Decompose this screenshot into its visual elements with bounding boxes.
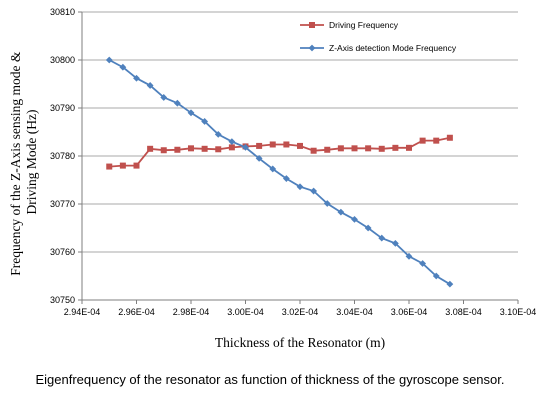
data-point (405, 252, 413, 260)
data-point (160, 147, 167, 154)
y-tick-label: 30750 (50, 295, 75, 305)
data-point (297, 142, 303, 149)
data-point (146, 82, 154, 89)
data-point (215, 146, 222, 153)
x-tick-label: 3.10E-04 (500, 307, 537, 317)
legend-item: Z-Axis detection Mode Frequency (300, 43, 457, 53)
data-point (173, 99, 181, 107)
legend-label: Z-Axis detection Mode Frequency (329, 43, 457, 53)
x-tick-label: 2.94E-04 (64, 307, 101, 317)
data-point (378, 145, 385, 152)
series-line (109, 136, 451, 168)
x-tick-label: 2.98E-04 (173, 307, 210, 317)
data-point (133, 74, 140, 82)
y-tick-label: 30770 (50, 199, 75, 209)
x-tick-label: 2.96E-04 (118, 307, 155, 317)
data-point (283, 141, 290, 148)
data-point (269, 141, 276, 148)
data-point (269, 165, 277, 173)
data-point (106, 163, 113, 170)
data-point (214, 131, 222, 138)
data-point (419, 137, 426, 144)
data-point (296, 183, 304, 191)
data-point (256, 142, 263, 149)
data-point (201, 118, 209, 125)
data-point (174, 146, 181, 153)
y-axis-title-line-1: Frequency of the Z-Axis sensing mode & (8, 51, 23, 276)
data-point (147, 145, 154, 152)
data-point (119, 162, 126, 169)
legend-marker (308, 44, 316, 52)
y-axis-title: Frequency of the Z-Axis sensing mode & D… (8, 48, 39, 276)
series-group (105, 56, 454, 288)
data-point (351, 145, 358, 152)
data-point (105, 56, 113, 64)
data-point (188, 145, 194, 152)
legend-item: Driving Frequency (300, 20, 399, 30)
gridlines (82, 11, 518, 253)
y-tick-label: 30800 (50, 55, 75, 65)
y-tick-label: 30810 (50, 7, 75, 17)
data-point (351, 215, 358, 223)
x-tick-label: 3.02E-04 (282, 307, 319, 317)
data-point (419, 260, 427, 267)
figure-caption: Eigenfrequency of the resonator as funct… (35, 372, 505, 387)
y-tick-label: 30760 (50, 247, 75, 257)
series-line (108, 59, 451, 285)
series-1 (106, 134, 453, 170)
x-tick-label: 3.06E-04 (391, 307, 428, 317)
data-point (323, 200, 331, 207)
data-point (133, 162, 140, 169)
y-tick-label: 30790 (50, 103, 75, 113)
data-point (324, 146, 331, 153)
data-point (406, 144, 412, 151)
y-tick-labels: 30750 30760 30770 30780 30790 30800 30810 (50, 7, 75, 305)
data-point (282, 175, 290, 182)
x-tick-label: 3.04E-04 (336, 307, 373, 317)
data-point (201, 145, 208, 152)
data-point (432, 272, 440, 280)
data-point (310, 147, 317, 154)
legend: Driving Frequency Z-Axis detection Mode F… (300, 20, 457, 53)
data-point (255, 155, 263, 162)
x-tick-label: 3.08E-04 (445, 307, 482, 317)
series-2 (105, 56, 454, 288)
data-point (242, 143, 249, 151)
data-point (378, 234, 386, 242)
data-point (228, 138, 236, 145)
data-point (337, 145, 344, 152)
data-point (365, 145, 372, 152)
x-axis-title: Thickness of the Resonator (m) (215, 335, 385, 350)
data-point (119, 63, 127, 71)
data-point (446, 280, 454, 288)
data-point (433, 137, 440, 144)
data-point (187, 109, 195, 117)
data-point (446, 134, 453, 141)
legend-marker (309, 22, 315, 28)
data-point (310, 187, 318, 195)
legend-label: Driving Frequency (329, 20, 399, 30)
x-tick-label: 3.00E-04 (227, 307, 264, 317)
data-point (391, 239, 399, 247)
y-axis-title-line-2: Driving Mode (Hz) (24, 110, 39, 215)
data-point (392, 144, 399, 151)
data-point (228, 144, 235, 151)
x-tick-labels: 2.94E-04 2.96E-04 2.98E-04 3.00E-04 3.02E-04… (64, 307, 537, 317)
axes (78, 11, 519, 304)
data-point (337, 208, 345, 216)
y-tick-label: 30780 (50, 151, 75, 161)
data-point (364, 224, 372, 232)
data-point (160, 94, 168, 101)
